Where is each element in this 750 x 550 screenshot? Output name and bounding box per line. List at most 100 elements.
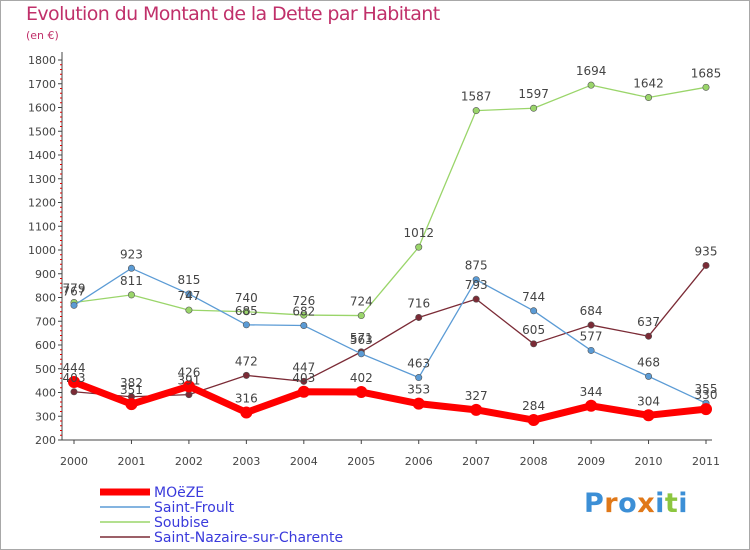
data-point xyxy=(415,243,423,251)
data-point xyxy=(527,414,540,427)
x-tick-label: 2005 xyxy=(347,455,375,468)
data-point xyxy=(297,385,310,398)
data-label: 571 xyxy=(350,331,373,345)
series-line xyxy=(73,267,707,404)
x-tick-label: 2001 xyxy=(117,455,145,468)
data-label: 935 xyxy=(695,244,718,258)
y-tick-label: 1400 xyxy=(28,149,56,162)
legend-label: MOëZE xyxy=(154,485,204,501)
data-label: 740 xyxy=(235,291,258,305)
data-point xyxy=(127,264,135,272)
data-point xyxy=(702,83,710,91)
data-point xyxy=(645,372,653,380)
data-label: 1694 xyxy=(576,64,607,78)
data-label: 1642 xyxy=(633,77,664,91)
x-tick-label: 2003 xyxy=(232,455,260,468)
data-label: 875 xyxy=(465,259,488,273)
data-point xyxy=(70,301,78,309)
data-label: 744 xyxy=(522,290,545,304)
data-point xyxy=(127,291,135,299)
data-label: 402 xyxy=(350,371,373,385)
data-label: 793 xyxy=(465,278,488,292)
chart-subtitle: (en €) xyxy=(26,29,59,42)
data-point xyxy=(300,311,308,319)
legend-label: Saint-Nazaire-sur-Charente xyxy=(154,530,343,546)
data-label: 767 xyxy=(63,284,86,298)
series-line xyxy=(73,84,707,317)
data-label: 351 xyxy=(120,383,143,397)
y-tick-label: 800 xyxy=(35,292,56,305)
x-tick-label: 2009 xyxy=(577,455,605,468)
data-point xyxy=(700,403,712,416)
data-label: 353 xyxy=(407,383,430,397)
data-point xyxy=(240,406,253,419)
data-point xyxy=(642,409,655,422)
data-point xyxy=(242,308,250,316)
data-label: 355 xyxy=(695,382,718,396)
data-point xyxy=(472,295,480,303)
y-tick-label: 900 xyxy=(35,268,56,281)
data-point xyxy=(357,312,365,320)
data-label: 605 xyxy=(522,323,545,337)
data-point xyxy=(182,380,195,393)
data-point xyxy=(185,306,193,314)
data-label: 444 xyxy=(63,361,86,375)
data-label: 1597 xyxy=(518,87,549,101)
y-tick-label: 1700 xyxy=(28,78,56,91)
y-tick-label: 1200 xyxy=(28,197,56,210)
chart-title: Evolution du Montant de la Dette par Hab… xyxy=(26,3,440,25)
data-point xyxy=(470,403,483,416)
data-point xyxy=(585,399,598,412)
data-point xyxy=(68,376,80,389)
data-label: 382 xyxy=(120,376,143,390)
x-tick-label: 2002 xyxy=(175,455,203,468)
x-tick-label: 2006 xyxy=(405,455,433,468)
data-point xyxy=(412,397,425,410)
data-label: 316 xyxy=(235,391,258,405)
data-point xyxy=(242,321,250,329)
y-tick-label: 300 xyxy=(35,410,56,423)
data-point xyxy=(587,321,595,329)
data-label: 327 xyxy=(465,389,488,403)
data-point xyxy=(70,388,78,396)
data-label: 403 xyxy=(63,371,86,385)
legend-label: Soubise xyxy=(154,515,209,531)
data-label: 684 xyxy=(580,304,603,318)
data-label: 685 xyxy=(235,304,258,318)
data-label: 284 xyxy=(522,399,545,413)
y-tick-label: 1600 xyxy=(28,102,56,115)
data-point xyxy=(185,290,193,298)
data-label: 1587 xyxy=(461,90,492,104)
y-tick-label: 200 xyxy=(35,434,56,447)
data-point xyxy=(357,350,365,358)
series-line xyxy=(70,378,710,424)
data-label: 1012 xyxy=(403,226,434,240)
data-label: 923 xyxy=(120,247,143,261)
data-point xyxy=(300,322,308,330)
x-tick-label: 2011 xyxy=(692,455,720,468)
data-label: 472 xyxy=(235,354,258,368)
data-label: 403 xyxy=(292,371,315,385)
data-label: 811 xyxy=(120,274,143,288)
data-label: 563 xyxy=(350,333,373,347)
data-label: 682 xyxy=(292,305,315,319)
data-point xyxy=(415,313,423,321)
data-point xyxy=(702,261,710,269)
data-label: 463 xyxy=(407,357,430,371)
data-point xyxy=(587,346,595,354)
data-label: 304 xyxy=(637,394,660,408)
data-label: 468 xyxy=(637,355,660,369)
data-point xyxy=(645,94,653,102)
data-point xyxy=(125,398,138,411)
data-label: 447 xyxy=(292,360,315,374)
y-tick-label: 1800 xyxy=(28,54,56,67)
data-label: 577 xyxy=(580,329,603,343)
data-label: 426 xyxy=(177,365,200,379)
y-tick-label: 1300 xyxy=(28,173,56,186)
data-point xyxy=(472,276,480,284)
data-point xyxy=(645,332,653,340)
y-tick-label: 1100 xyxy=(28,220,56,233)
y-tick-label: 1500 xyxy=(28,125,56,138)
legend-label: Saint-Froult xyxy=(154,500,235,516)
